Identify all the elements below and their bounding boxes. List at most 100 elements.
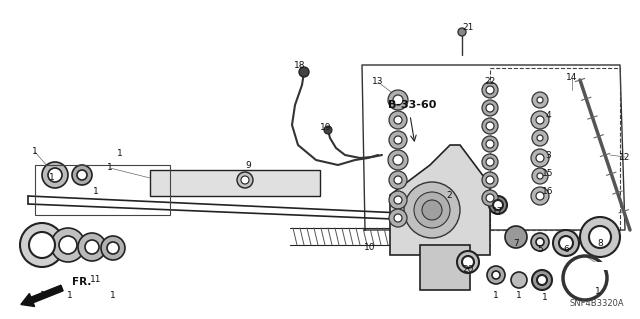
Circle shape [489,196,507,214]
Circle shape [388,90,408,110]
Circle shape [107,242,119,254]
Circle shape [532,270,552,290]
Text: 1: 1 [40,291,46,300]
Circle shape [532,130,548,146]
Circle shape [29,232,55,258]
Circle shape [389,111,407,129]
Text: 16: 16 [542,188,554,197]
Circle shape [537,97,543,103]
Circle shape [531,233,549,251]
Circle shape [299,67,309,77]
Text: 5: 5 [537,246,543,255]
Text: 15: 15 [542,168,554,177]
Circle shape [482,154,498,170]
Circle shape [532,92,548,108]
Circle shape [389,209,407,227]
FancyArrow shape [21,285,63,307]
Text: 1: 1 [49,174,55,182]
Circle shape [482,190,498,206]
Circle shape [553,230,579,256]
Circle shape [59,236,77,254]
Circle shape [393,95,403,105]
Circle shape [486,140,494,148]
Text: 12: 12 [620,152,630,161]
Text: 13: 13 [372,78,384,86]
Circle shape [536,192,544,200]
Circle shape [101,236,125,260]
Text: 10: 10 [364,243,376,253]
Circle shape [462,256,474,268]
Text: 21: 21 [462,24,474,33]
Circle shape [531,111,549,129]
Circle shape [531,187,549,205]
Circle shape [537,135,543,141]
Circle shape [559,236,573,250]
Text: B-33-60: B-33-60 [388,100,436,110]
Circle shape [237,172,253,188]
Circle shape [492,271,500,279]
Text: 1: 1 [493,291,499,300]
Text: 1: 1 [110,292,116,300]
Circle shape [20,223,64,267]
Text: 14: 14 [566,73,578,83]
Text: 9: 9 [245,160,251,169]
Circle shape [77,170,87,180]
Text: 17: 17 [492,207,504,217]
Circle shape [537,173,543,179]
Circle shape [389,131,407,149]
Text: 1: 1 [67,291,73,300]
Circle shape [532,168,548,184]
Circle shape [486,194,494,202]
Text: 8: 8 [597,239,603,248]
Circle shape [457,251,479,273]
Circle shape [536,238,544,246]
Bar [585,262,609,270]
Circle shape [511,272,527,288]
Circle shape [51,228,85,262]
Circle shape [505,226,527,248]
Circle shape [393,155,403,165]
Circle shape [486,176,494,184]
Circle shape [531,149,549,167]
Circle shape [422,200,442,220]
Circle shape [536,154,544,162]
Text: 1: 1 [516,292,522,300]
Bar [150,170,320,196]
Text: 1: 1 [107,164,113,173]
Circle shape [241,176,249,184]
Circle shape [389,191,407,209]
Circle shape [589,226,611,248]
Circle shape [487,266,505,284]
Circle shape [78,233,106,261]
Circle shape [482,136,498,152]
Polygon shape [390,145,490,255]
Text: 1: 1 [542,293,548,301]
Circle shape [458,28,466,36]
Text: 7: 7 [513,239,519,248]
Text: 20: 20 [462,265,474,275]
Circle shape [486,104,494,112]
Circle shape [394,116,402,124]
Circle shape [493,200,503,210]
Text: 3: 3 [545,151,551,160]
Circle shape [414,192,450,228]
Circle shape [48,168,62,182]
Text: 22: 22 [484,78,495,86]
Circle shape [394,196,402,204]
Circle shape [482,100,498,116]
Circle shape [486,122,494,130]
Text: 18: 18 [294,61,306,70]
Circle shape [486,86,494,94]
Text: 6: 6 [563,246,569,255]
Text: 19: 19 [320,122,332,131]
Circle shape [394,214,402,222]
Text: 1: 1 [595,287,601,296]
Text: SNF4B3320A: SNF4B3320A [570,299,625,308]
Polygon shape [420,245,470,290]
Circle shape [580,217,620,257]
Text: 1: 1 [93,188,99,197]
Circle shape [482,118,498,134]
Text: 11: 11 [90,276,102,285]
Circle shape [388,150,408,170]
Circle shape [486,158,494,166]
